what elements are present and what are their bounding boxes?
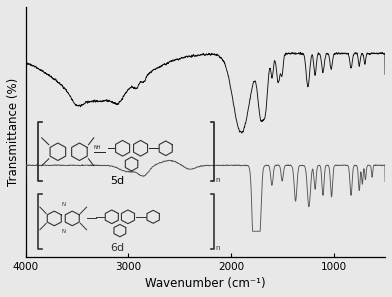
X-axis label: Wavenumber (cm⁻¹): Wavenumber (cm⁻¹): [145, 277, 266, 290]
Y-axis label: Transmittance (%): Transmittance (%): [7, 78, 20, 186]
